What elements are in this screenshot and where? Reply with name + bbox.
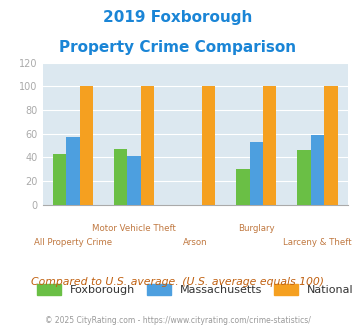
Text: Larceny & Theft: Larceny & Theft xyxy=(283,238,352,247)
Bar xyxy=(324,86,338,205)
Bar xyxy=(114,149,127,205)
Bar xyxy=(127,156,141,205)
Text: All Property Crime: All Property Crime xyxy=(34,238,112,247)
Text: Burglary: Burglary xyxy=(238,224,275,233)
Legend: Foxborough, Massachusetts, National: Foxborough, Massachusetts, National xyxy=(37,284,354,295)
Text: Property Crime Comparison: Property Crime Comparison xyxy=(59,40,296,54)
Bar xyxy=(141,86,154,205)
Text: Arson: Arson xyxy=(183,238,208,247)
Bar xyxy=(297,150,311,205)
Bar xyxy=(80,86,93,205)
Bar xyxy=(202,86,215,205)
Bar xyxy=(311,135,324,205)
Bar xyxy=(263,86,277,205)
Text: © 2025 CityRating.com - https://www.cityrating.com/crime-statistics/: © 2025 CityRating.com - https://www.city… xyxy=(45,316,310,325)
Bar xyxy=(66,137,80,205)
Bar xyxy=(236,169,250,205)
Bar xyxy=(53,154,66,205)
Text: 2019 Foxborough: 2019 Foxborough xyxy=(103,10,252,25)
Bar xyxy=(250,142,263,205)
Text: Motor Vehicle Theft: Motor Vehicle Theft xyxy=(92,224,176,233)
Text: Compared to U.S. average. (U.S. average equals 100): Compared to U.S. average. (U.S. average … xyxy=(31,277,324,287)
